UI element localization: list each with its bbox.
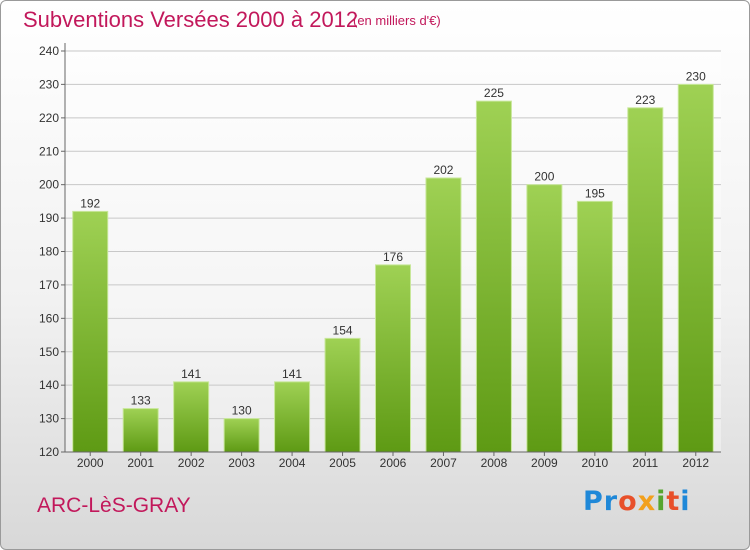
x-tick-label: 2003	[228, 456, 255, 470]
bar-2006	[375, 264, 411, 453]
bar-2011	[627, 107, 664, 453]
x-tick-label: 2009	[531, 456, 558, 470]
bar-2004	[274, 381, 311, 453]
value-label: 223	[635, 93, 655, 107]
value-label: 176	[383, 250, 403, 264]
unit-note: (en milliers d'€)	[353, 13, 441, 28]
bar-2010	[576, 200, 613, 453]
y-tick-label: 210	[39, 144, 59, 158]
x-tick-label: 2008	[481, 456, 508, 470]
x-tick-label: 2006	[380, 456, 407, 470]
bar-2002	[173, 381, 210, 453]
proxiti-logo: Proxiti	[583, 486, 691, 517]
y-tick-label: 170	[39, 278, 59, 292]
y-tick-label: 160	[39, 311, 59, 325]
bars: 192 133 141 130 141 154 176 202 225 200 195 223 230	[72, 69, 714, 453]
chart-title: Subventions Versées 2000 à 2012	[23, 7, 359, 32]
value-label: 225	[484, 86, 504, 100]
value-label: 200	[534, 170, 554, 184]
x-tick-label: 2010	[581, 456, 608, 470]
bar-2001	[122, 408, 159, 453]
value-label: 192	[80, 196, 100, 210]
bar-2000	[72, 210, 109, 453]
commune-name: ARC-LèS-GRAY	[37, 494, 191, 517]
x-tick-label: 2011	[632, 456, 658, 470]
bar-2012	[677, 83, 714, 453]
bar-chart: 192133141130141154176202225200195223230 …	[39, 43, 721, 470]
y-tick-label: 150	[39, 345, 59, 359]
bar-2003	[223, 418, 260, 453]
y-tick-label: 240	[39, 44, 59, 58]
value-label: 230	[686, 69, 706, 83]
x-tick-label: 2012	[682, 456, 709, 470]
x-tick-label: 2007	[430, 456, 457, 470]
value-label: 141	[282, 367, 302, 381]
value-label: 202	[433, 163, 453, 177]
axes: 120 130 140 150 160 170 180 190 200 210 220 230 240 2…	[39, 43, 721, 470]
x-tick-label: 2000	[77, 456, 104, 470]
x-tick-label: 2002	[178, 456, 205, 470]
y-tick-label: 130	[39, 412, 59, 426]
value-label: 195	[585, 186, 605, 200]
value-label: 130	[232, 404, 252, 418]
value-label: 154	[333, 323, 353, 337]
bar-2005	[324, 337, 361, 453]
bar-2007	[425, 177, 462, 453]
y-tick-label: 200	[39, 178, 59, 192]
x-tick-label: 2004	[279, 456, 306, 470]
y-tick-label: 190	[39, 211, 59, 225]
value-label: 133	[131, 394, 151, 408]
bar-2008	[475, 100, 512, 453]
x-tick-label: 2005	[329, 456, 356, 470]
value-label: 141	[181, 367, 201, 381]
bar-2009	[526, 184, 563, 453]
y-tick-label: 180	[39, 245, 59, 259]
y-tick-label: 230	[39, 77, 59, 91]
y-tick-label: 140	[39, 378, 59, 392]
x-tick-label: 2001	[127, 456, 154, 470]
y-tick-label: 120	[39, 445, 59, 459]
y-tick-label: 220	[39, 111, 59, 125]
